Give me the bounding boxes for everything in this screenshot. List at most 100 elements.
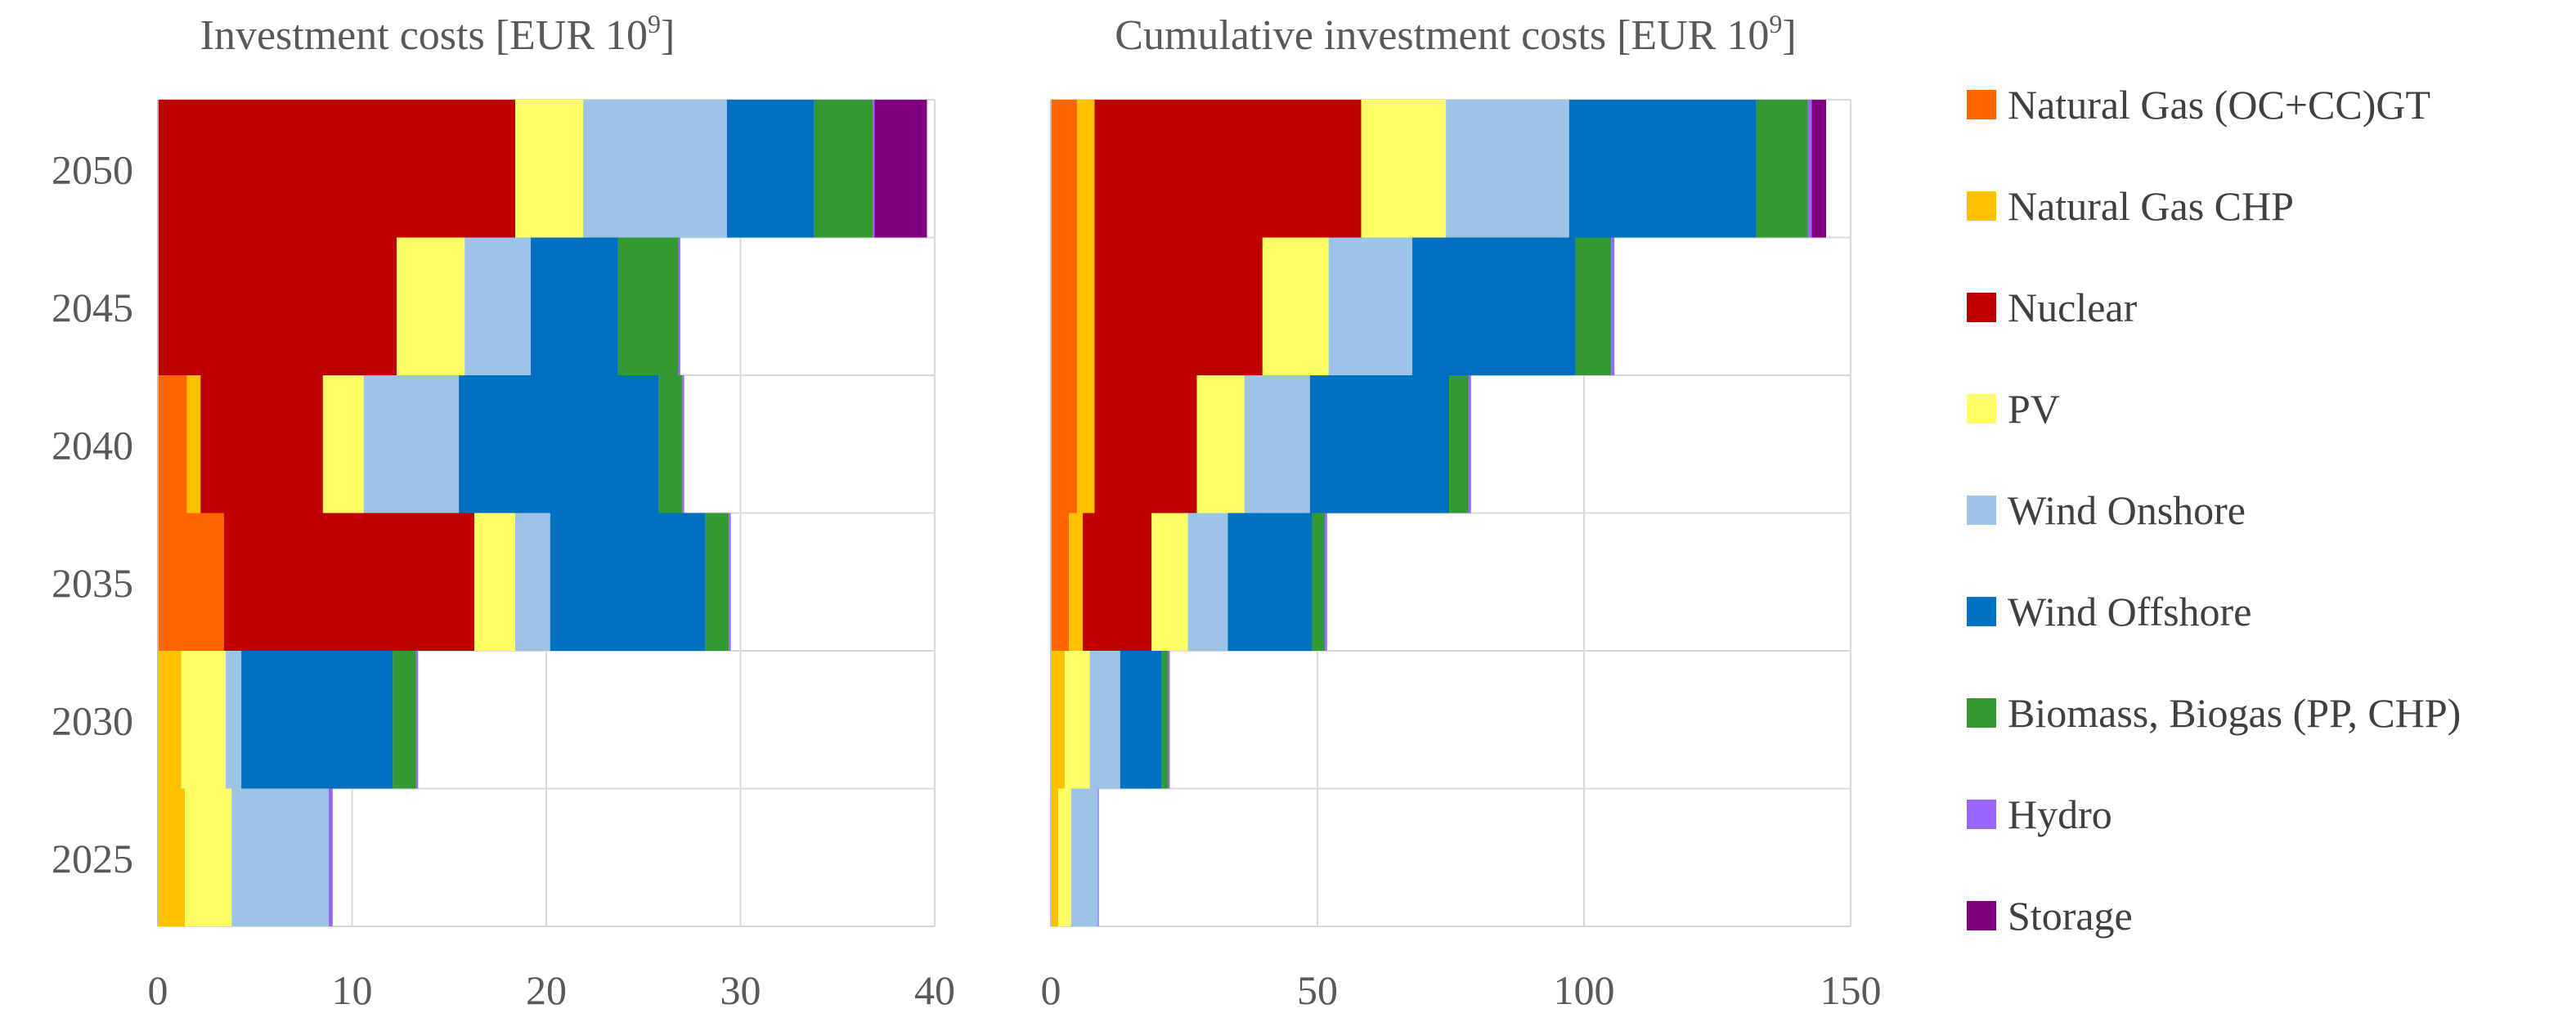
x-tick-label-30: 30 <box>720 967 761 1013</box>
legend-label-storage: Storage <box>2008 893 2133 939</box>
legend-label-wind-offshore: Wind Offshore <box>2008 589 2251 634</box>
bar-segment-pv-2045 <box>397 237 465 375</box>
bar-segment-natural-gas-chp-2025 <box>1051 788 1059 926</box>
bar-segment-natural-gas-oc-cc-gt-2040 <box>1051 375 1077 513</box>
bar-segment-biomass-biogas-pp-chp-2040 <box>1449 375 1469 513</box>
bar-segment-storage-2050 <box>1811 100 1827 238</box>
bar-segment-biomass-biogas-pp-chp-2035 <box>705 513 729 651</box>
bar-segment-wind-offshore-2040 <box>1309 375 1450 513</box>
bar-segment-nuclear-2050 <box>1094 100 1362 238</box>
x-tick-label-150: 150 <box>1820 967 1882 1013</box>
category-label-2030: 2030 <box>52 697 133 743</box>
category-label-2025: 2025 <box>52 836 133 881</box>
bar-segment-storage-2050 <box>874 100 927 238</box>
investment-costs-chart: Investment costs [EUR 109] 2050204520402… <box>52 9 955 1013</box>
bar-segment-natural-gas-chp-2025 <box>158 788 186 926</box>
bar-segment-pv-2025 <box>1058 788 1071 926</box>
x-tick-label-50: 50 <box>1297 967 1338 1013</box>
legend-label-wind-onshore: Wind Onshore <box>2008 487 2246 533</box>
bar-segment-hydro-2050 <box>873 100 875 238</box>
bar-segment-wind-offshore-2040 <box>459 375 659 513</box>
legend-swatch-hydro <box>1967 800 1996 829</box>
bar-segment-hydro-2035 <box>729 513 731 651</box>
bar-segment-wind-offshore-2050 <box>726 100 815 238</box>
bar-segment-hydro-2025 <box>329 788 333 926</box>
bar-segment-wind-onshore-2045 <box>1328 237 1413 375</box>
bar-segment-natural-gas-chp-2045 <box>1076 237 1095 375</box>
legend-swatch-pv <box>1967 394 1996 424</box>
bar-segment-wind-offshore-2045 <box>531 237 618 375</box>
bar-segment-hydro-2030 <box>415 651 419 789</box>
bar-segment-natural-gas-oc-cc-gt-2050 <box>1051 100 1077 238</box>
bar-segment-wind-offshore-2030 <box>1120 651 1162 789</box>
bar-segment-wind-onshore-2025 <box>1070 788 1098 926</box>
bar-segment-biomass-biogas-pp-chp-2050 <box>1756 100 1808 238</box>
bar-segment-nuclear-2045 <box>1094 237 1263 375</box>
bar-segment-pv-2040 <box>1196 375 1245 513</box>
bar-segment-wind-offshore-2035 <box>550 513 706 651</box>
bar-segment-biomass-biogas-pp-chp-2045 <box>617 237 679 375</box>
bar-segment-wind-onshore-2030 <box>1089 651 1120 789</box>
bar-segment-pv-2050 <box>515 100 584 238</box>
bar-segment-hydro-2050 <box>1807 100 1812 238</box>
bar-segment-biomass-biogas-pp-chp-2030 <box>1161 651 1169 789</box>
bar-segment-nuclear-2035 <box>223 513 475 651</box>
bar-segment-wind-onshore-2040 <box>363 375 460 513</box>
bar-segment-biomass-biogas-pp-chp-2050 <box>814 100 873 238</box>
legend-label-pv: PV <box>2008 386 2060 432</box>
bar-segment-nuclear-2050 <box>158 100 515 238</box>
bar-segment-natural-gas-chp-2035 <box>1069 513 1084 651</box>
legend-label-nuclear: Nuclear <box>2008 285 2138 330</box>
bar-segment-hydro-2025 <box>1097 788 1099 926</box>
bar-segment-hydro-2040 <box>682 375 684 513</box>
bar-segment-wind-onshore-2045 <box>464 237 531 375</box>
bar-segment-biomass-biogas-pp-chp-2040 <box>658 375 683 513</box>
bar-segment-pv-2050 <box>1361 100 1447 238</box>
chart-title-investment: Investment costs [EUR 109] <box>200 9 675 59</box>
legend-swatch-natural-gas-oc-cc-gt <box>1967 90 1996 119</box>
bar-segment-wind-onshore-2025 <box>231 788 329 926</box>
bar-segment-wind-offshore-2035 <box>1227 513 1313 651</box>
bar-segment-hydro-2040 <box>1468 375 1471 513</box>
bar-segment-wind-onshore-2030 <box>226 651 242 789</box>
legend-swatch-wind-offshore <box>1967 597 1996 626</box>
bar-segment-hydro-2045 <box>678 237 680 375</box>
bar-segment-natural-gas-oc-cc-gt-2035 <box>1051 513 1070 651</box>
legend-label-biomass-biogas-pp-chp: Biomass, Biogas (PP, CHP) <box>2008 690 2461 736</box>
bar-segment-natural-gas-chp-2030 <box>158 651 182 789</box>
cumulative-investment-costs-chart: Cumulative investment costs [EUR 109] 0 5… <box>1041 9 1882 1013</box>
legend-swatch-wind-onshore <box>1967 495 1996 525</box>
x-tick-label-10: 10 <box>332 967 373 1013</box>
bar-segment-natural-gas-chp-2040 <box>186 375 201 513</box>
bar-segment-nuclear-2045 <box>158 237 397 375</box>
x-tick-label-0: 0 <box>148 967 168 1013</box>
bar-segment-wind-offshore-2030 <box>241 651 393 789</box>
bar-segment-wind-onshore-2050 <box>1446 100 1569 238</box>
x-tick-label-0: 0 <box>1041 967 1061 1013</box>
bar-segment-biomass-biogas-pp-chp-2030 <box>393 651 416 789</box>
bar-segment-natural-gas-oc-cc-gt-2040 <box>158 375 187 513</box>
bar-segment-nuclear-2040 <box>200 375 323 513</box>
bar-segment-biomass-biogas-pp-chp-2045 <box>1575 237 1612 375</box>
category-label-2050: 2050 <box>52 146 133 192</box>
bar-segment-wind-offshore-2050 <box>1568 100 1757 238</box>
bar-segment-pv-2030 <box>1064 651 1090 789</box>
bar-segment-wind-onshore-2035 <box>1187 513 1228 651</box>
chart-legend: Natural Gas (OC+CC)GT Natural Gas CHP Nucl… <box>1967 82 2461 939</box>
legend-label-hydro: Hydro <box>2008 791 2112 837</box>
legend-swatch-storage <box>1967 901 1996 930</box>
bar-segment-wind-offshore-2045 <box>1412 237 1576 375</box>
legend-swatch-nuclear <box>1967 293 1996 322</box>
bar-segment-hydro-2045 <box>1611 237 1615 375</box>
bar-segment-natural-gas-oc-cc-gt-2035 <box>158 513 224 651</box>
bar-segment-pv-2030 <box>181 651 227 789</box>
bar-segment-natural-gas-chp-2050 <box>1076 100 1095 238</box>
category-label-2040: 2040 <box>52 422 133 468</box>
legend-label-natural-gas-chp: Natural Gas CHP <box>2008 183 2294 229</box>
bar-segment-pv-2035 <box>474 513 515 651</box>
bar-segment-natural-gas-chp-2030 <box>1051 651 1065 789</box>
bar-segment-nuclear-2035 <box>1083 513 1152 651</box>
legend-label-natural-gas-oc-cc-gt: Natural Gas (OC+CC)GT <box>2008 82 2430 128</box>
bar-segment-pv-2025 <box>185 788 232 926</box>
